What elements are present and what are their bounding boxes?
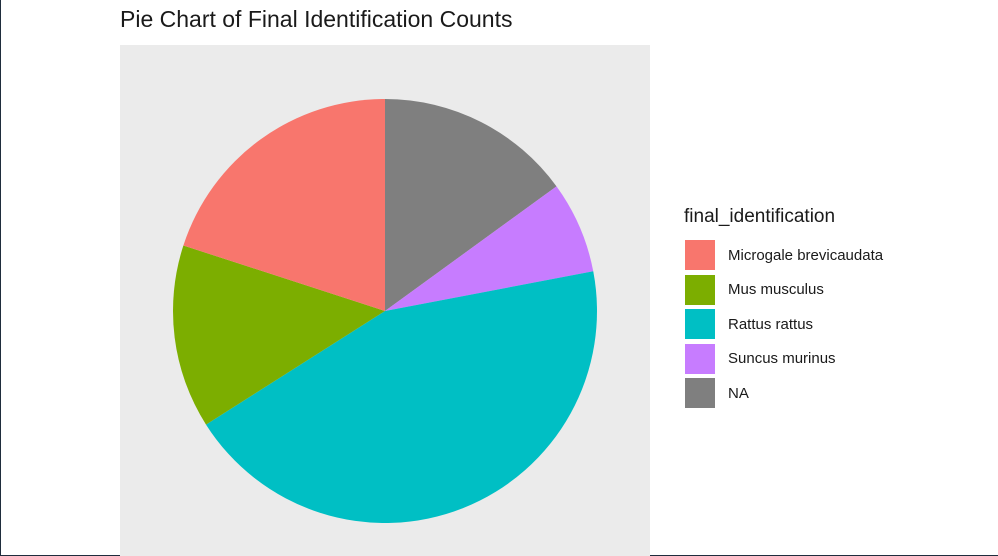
legend-swatch — [684, 342, 716, 375]
plot-panel — [120, 45, 650, 556]
legend-label: NA — [728, 384, 749, 402]
legend-swatch — [684, 377, 716, 410]
legend-title: final_identification — [684, 206, 836, 227]
legend-label: Rattus rattus — [728, 315, 814, 333]
legend-swatch — [684, 308, 716, 341]
legend-swatch — [684, 239, 716, 272]
legend: final_identification Microgale brevicaud… — [684, 206, 883, 411]
legend-item-rattus-rattus: Rattus rattus — [684, 307, 883, 342]
legend-items: Microgale brevicaudata Mus musculus Rattus… — [684, 238, 883, 411]
pie-slice-na — [385, 99, 557, 311]
pie-slice-mus-musculus — [173, 245, 385, 425]
pie-slice-microgale-brevicaudata — [183, 99, 385, 311]
pie-slice-suncus-murinus — [385, 186, 594, 311]
legend-label: Mus musculus — [728, 281, 824, 299]
legend-label: Microgale brevicaudata — [728, 246, 884, 264]
chart-title: Pie Chart of Final Identification Counts — [120, 6, 513, 32]
legend-item-mus-musculus: Mus musculus — [684, 273, 883, 308]
legend-label: Suncus murinus — [728, 350, 836, 368]
legend-item-microgale-brevicaudata: Microgale brevicaudata — [684, 238, 883, 273]
legend-item-suncus-murinus: Suncus murinus — [684, 342, 883, 377]
pie-chart — [173, 99, 597, 524]
legend-item-na: NA — [684, 376, 883, 411]
pie-slice-rattus-rattus — [206, 271, 597, 524]
legend-swatch — [684, 273, 716, 306]
